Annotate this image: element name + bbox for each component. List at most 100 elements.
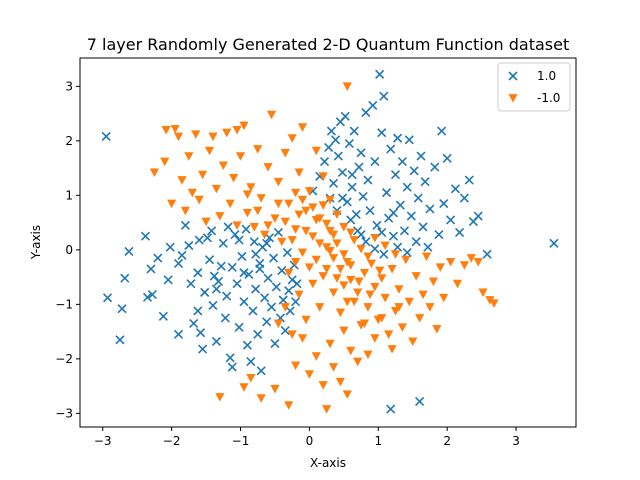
y-tick-label: 2 — [65, 134, 73, 148]
data-point-series-1 — [292, 279, 302, 289]
data-point-series-1 — [411, 237, 421, 247]
data-point-series-1 — [388, 208, 399, 218]
data-point-series-1 — [284, 286, 294, 296]
data-point-series-1 — [273, 227, 283, 237]
data-point-series-2 — [380, 293, 390, 303]
data-point-series-2 — [301, 206, 311, 216]
data-point-series-1 — [158, 311, 168, 321]
data-point-series-1 — [193, 268, 203, 278]
data-point-series-1 — [416, 151, 426, 161]
data-point-series-1 — [211, 336, 221, 346]
data-point-series-1 — [372, 220, 382, 230]
data-point-series-2 — [354, 277, 364, 287]
data-point-series-2 — [294, 290, 304, 300]
data-point-series-2 — [473, 257, 483, 267]
data-point-series-1 — [473, 211, 483, 221]
data-point-series-1 — [347, 182, 357, 192]
y-axis-label: Y-axis — [29, 225, 43, 260]
data-point-series-2 — [297, 248, 308, 258]
legend-x-marker-icon — [508, 71, 518, 81]
data-point-series-2 — [263, 221, 273, 230]
data-point-series-2 — [439, 293, 449, 303]
data-point-series-1 — [340, 111, 350, 121]
data-point-series-2 — [187, 188, 197, 198]
data-point-series-1 — [434, 230, 444, 240]
data-point-series-1 — [388, 231, 399, 241]
data-point-series-1 — [239, 268, 249, 278]
data-point-series-2 — [284, 268, 294, 278]
data-point-series-2 — [325, 247, 335, 256]
data-point-series-2 — [328, 254, 339, 263]
y-tick-label: −2 — [55, 352, 73, 366]
data-point-series-2 — [339, 326, 349, 336]
data-point-series-1 — [455, 227, 465, 237]
data-point-series-1 — [222, 291, 232, 301]
data-point-series-2 — [294, 168, 304, 178]
data-point-series-1 — [354, 162, 364, 172]
data-point-series-2 — [318, 201, 328, 210]
data-point-series-1 — [234, 322, 244, 332]
data-point-series-2 — [263, 163, 273, 172]
data-point-series-1 — [423, 242, 433, 252]
data-point-series-1 — [239, 297, 249, 307]
series-2-points — [149, 82, 499, 414]
data-point-series-2 — [253, 206, 263, 216]
data-point-series-1 — [395, 200, 405, 210]
data-point-series-2 — [287, 330, 297, 339]
data-point-series-1 — [227, 262, 237, 272]
data-point-series-1 — [102, 293, 113, 303]
data-point-series-2 — [291, 188, 301, 198]
data-point-series-1 — [237, 251, 247, 261]
data-point-series-1 — [413, 193, 423, 203]
chart-title: 7 layer Randomly Generated 2-D Quantum F… — [87, 35, 569, 54]
data-point-series-1 — [184, 240, 194, 251]
data-point-series-2 — [377, 274, 387, 283]
data-point-series-2 — [270, 214, 280, 223]
data-point-series-2 — [370, 334, 380, 343]
data-point-series-1 — [189, 318, 199, 329]
data-point-series-2 — [318, 272, 328, 281]
data-point-series-2 — [401, 255, 411, 265]
data-point-series-1 — [333, 151, 343, 161]
data-point-series-2 — [201, 217, 211, 227]
data-point-series-1 — [280, 325, 290, 336]
data-point-series-2 — [149, 168, 159, 178]
data-point-series-1 — [437, 126, 447, 136]
data-point-series-1 — [464, 175, 474, 185]
data-point-series-2 — [246, 183, 256, 192]
data-point-series-1 — [375, 69, 385, 79]
data-point-series-2 — [397, 323, 407, 332]
data-point-series-2 — [478, 288, 488, 297]
data-point-series-2 — [280, 148, 290, 158]
data-point-series-1 — [446, 215, 456, 225]
data-point-series-2 — [235, 152, 246, 161]
plot-frame — [79, 57, 577, 428]
data-point-series-1 — [227, 362, 237, 372]
data-point-series-2 — [180, 206, 190, 216]
data-point-series-1 — [430, 162, 440, 172]
data-point-series-1 — [163, 275, 173, 285]
data-point-series-1 — [124, 246, 134, 257]
data-point-series-1 — [223, 222, 233, 232]
data-point-series-1 — [291, 297, 301, 307]
data-point-series-2 — [242, 190, 252, 199]
data-point-series-2 — [239, 121, 249, 131]
x-axis-label: X-axis — [310, 456, 346, 470]
data-point-series-2 — [408, 337, 418, 347]
data-point-series-1 — [251, 284, 261, 294]
data-point-series-1 — [370, 156, 380, 167]
data-point-series-1 — [285, 306, 295, 316]
data-point-series-1 — [381, 188, 392, 198]
data-point-series-2 — [215, 393, 225, 402]
data-point-series-2 — [177, 176, 187, 185]
data-point-series-1 — [404, 135, 414, 145]
data-point-series-2 — [229, 174, 239, 183]
data-point-series-2 — [297, 334, 308, 343]
data-point-series-2 — [322, 405, 332, 414]
data-point-series-2 — [160, 157, 170, 167]
data-point-series-2 — [239, 383, 249, 392]
data-point-series-1 — [209, 271, 219, 281]
data-point-series-2 — [273, 319, 283, 329]
